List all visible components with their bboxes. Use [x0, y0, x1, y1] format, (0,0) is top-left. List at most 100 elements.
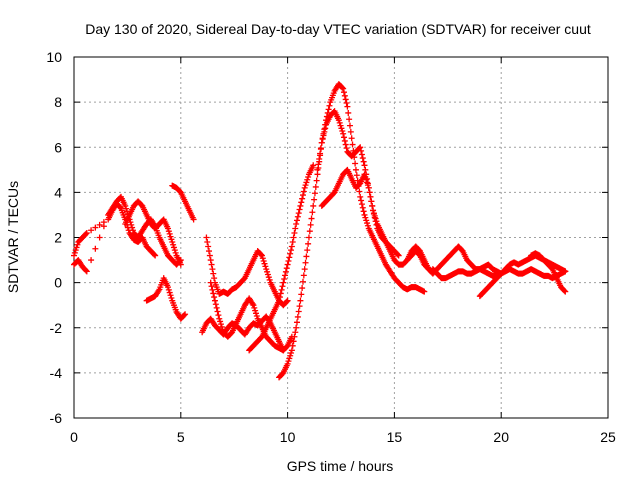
- data-point: [310, 202, 317, 209]
- data-point: [205, 243, 212, 250]
- data-point: [364, 220, 371, 227]
- y-tick-label: 6: [54, 139, 62, 155]
- data-point: [283, 298, 290, 305]
- data-point: [92, 245, 99, 252]
- data-point: [129, 227, 136, 234]
- data-point: [211, 275, 218, 282]
- x-tick-label: 20: [493, 429, 509, 445]
- data-point: [317, 150, 324, 157]
- data-point: [205, 248, 212, 255]
- data-point: [210, 270, 217, 277]
- data-point: [207, 257, 214, 264]
- data-point: [340, 85, 347, 92]
- data-point: [83, 268, 90, 275]
- y-tick-label: -4: [50, 365, 63, 381]
- data-point: [218, 323, 225, 330]
- data-point: [311, 196, 318, 203]
- data-point: [366, 189, 373, 196]
- data-point: [276, 294, 283, 301]
- data-point: [295, 308, 302, 315]
- data-point: [312, 183, 319, 190]
- data-point: [343, 145, 350, 152]
- data-point: [151, 251, 158, 258]
- data-point: [258, 252, 265, 259]
- data-point: [305, 240, 312, 247]
- data-point: [358, 151, 365, 158]
- series-sat-p: [528, 250, 569, 295]
- data-point: [215, 312, 222, 319]
- data-point: [276, 297, 283, 304]
- data-point: [260, 257, 267, 264]
- data-point: [264, 271, 271, 278]
- data-point: [339, 84, 346, 91]
- data-point: [297, 202, 304, 209]
- data-point: [219, 326, 226, 333]
- data-point: [288, 243, 295, 250]
- data-point: [289, 342, 296, 349]
- data-point: [296, 303, 303, 310]
- data-point: [340, 134, 347, 141]
- data-point: [321, 128, 328, 135]
- data-point: [325, 106, 332, 113]
- data-point: [335, 117, 342, 124]
- data-point: [299, 278, 306, 285]
- data-point: [88, 257, 95, 264]
- data-point: [166, 289, 173, 296]
- data-point: [168, 236, 175, 243]
- data-point: [294, 213, 301, 220]
- x-axis-title: GPS time / hours: [287, 458, 394, 474]
- data-points: [71, 81, 569, 381]
- data-point: [217, 321, 224, 328]
- series-sat-g: [203, 234, 291, 309]
- data-point: [74, 241, 81, 248]
- data-point: [171, 247, 178, 254]
- data-point: [262, 263, 269, 270]
- data-point: [280, 279, 287, 286]
- data-point: [301, 266, 308, 273]
- data-point: [360, 158, 367, 165]
- chart-title: Day 130 of 2020, Sidereal Day-to-day VTE…: [85, 21, 591, 37]
- data-point: [345, 109, 352, 116]
- data-point: [367, 193, 374, 200]
- data-point: [307, 221, 314, 228]
- data-point: [213, 304, 220, 311]
- data-point: [394, 251, 401, 258]
- data-point: [299, 192, 306, 199]
- data-point: [395, 252, 402, 259]
- data-point: [207, 279, 214, 286]
- data-point: [317, 145, 324, 152]
- data-point: [117, 204, 124, 211]
- data-point: [294, 313, 301, 320]
- data-point: [371, 214, 378, 221]
- data-point: [289, 239, 296, 246]
- data-point: [203, 234, 210, 241]
- x-tick-label: 10: [280, 429, 296, 445]
- data-point: [370, 207, 377, 214]
- data-point: [293, 220, 300, 227]
- data-point: [562, 268, 569, 275]
- series-sat-i: [246, 162, 317, 354]
- data-point: [302, 182, 309, 189]
- data-point: [364, 179, 371, 186]
- data-point: [358, 201, 365, 208]
- data-point: [214, 308, 221, 315]
- data-point: [298, 291, 305, 298]
- data-point: [295, 210, 302, 217]
- data-point: [363, 176, 370, 183]
- data-point: [152, 252, 159, 259]
- data-point: [346, 116, 353, 123]
- data-point: [283, 265, 290, 272]
- data-point: [281, 276, 288, 283]
- data-point: [362, 174, 369, 181]
- data-point: [326, 102, 333, 109]
- data-point: [299, 285, 306, 292]
- data-point: [359, 204, 366, 211]
- data-point: [287, 352, 294, 359]
- data-point: [83, 229, 90, 236]
- tick-labels: 0 5 10 15 20 25 -6 -4 -2 0 2 4 6 8 10: [46, 49, 616, 445]
- data-point: [361, 171, 368, 178]
- data-point: [421, 288, 428, 295]
- data-point: [361, 211, 368, 218]
- data-point: [297, 297, 304, 304]
- data-point: [370, 211, 377, 218]
